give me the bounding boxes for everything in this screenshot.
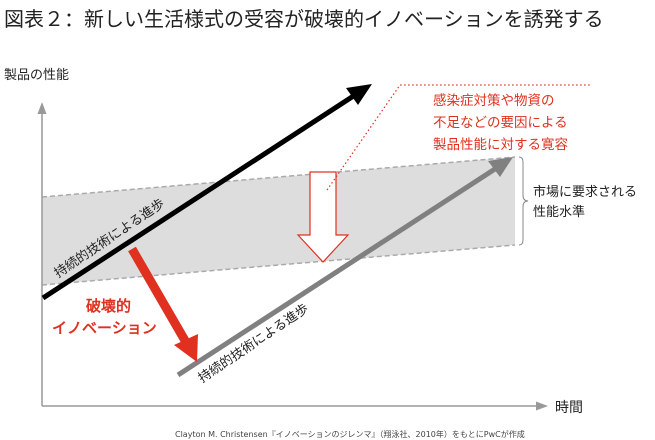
tolerance-arrow [296, 171, 350, 263]
x-axis-label: 時間 [555, 400, 583, 416]
tolerance-label-1: 感染症対策や物資の [433, 92, 555, 109]
disruptive-label-1: 破壊的 [86, 297, 131, 315]
tolerance-label-2: 不足などの要因による [433, 115, 568, 131]
band-top-edge [41, 156, 516, 198]
band-label-2: 性能水準 [533, 204, 585, 220]
source-note: Clayton M. Christensen『イノベーションのジレンマ』（翔泳社… [175, 429, 525, 439]
upper-sustaining-arrow [41, 92, 357, 301]
disruptive-arrow-head [174, 334, 198, 362]
lower-arrow-label: 持続的技術による進歩 [195, 301, 311, 387]
lower-arrow-head [488, 157, 513, 177]
upper-arrow-head [346, 84, 372, 105]
band-bracket [518, 156, 529, 246]
band-bottom-edge [41, 244, 516, 286]
title: 図表２：新しい生活様式の受容が破壊的イノベーションを誘発する [4, 7, 604, 31]
disruptive-arrow [128, 246, 191, 347]
tolerance-label-3: 製品性能に対する寛容 [433, 136, 568, 153]
disruptive-label-2: イノベーション [52, 319, 157, 337]
band-label-1: 市場に要求される [533, 184, 637, 200]
y-axis-label: 製品の性能 [4, 68, 69, 83]
lower-sustaining-arrow [176, 164, 500, 378]
market-band [42, 157, 515, 285]
